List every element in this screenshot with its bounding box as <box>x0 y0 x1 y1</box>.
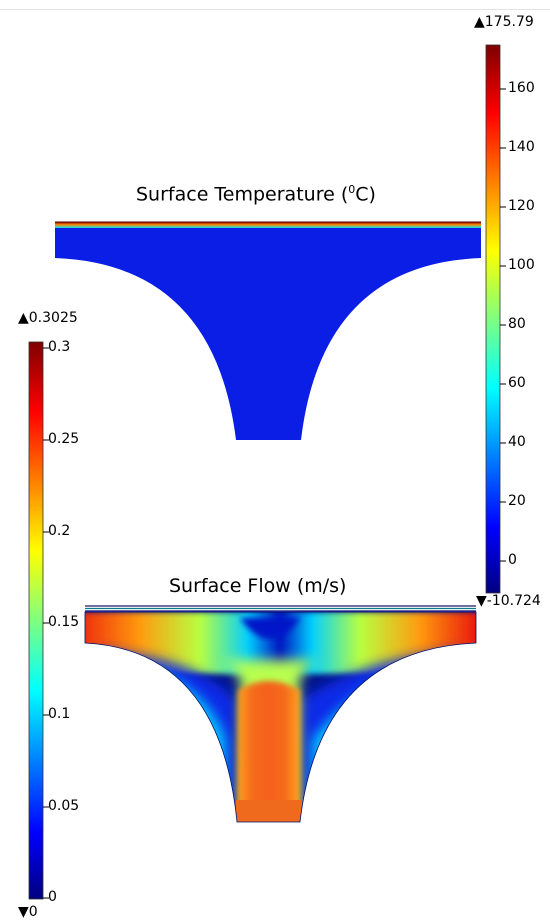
temperature-colorbar-tick-label: 60 <box>508 375 526 391</box>
flow-colorbar <box>28 341 44 900</box>
temperature-colorbar-tick-label: 40 <box>508 434 526 450</box>
temperature-colorbar-max-label: ▲175.79 <box>474 14 534 30</box>
flow-colorbar-tick-label: 0 <box>48 889 57 905</box>
heated-surface-layer <box>55 222 481 228</box>
flow-colorbar-tick-label: 0.15 <box>48 614 80 630</box>
temperature-colorbar-tick-label: 0 <box>508 552 517 568</box>
flow-colorbar-tick-label: 0.1 <box>48 706 71 722</box>
temperature-colorbar-min-label: ▼-10.724 <box>476 593 541 609</box>
temperature-domain <box>55 221 481 440</box>
top-divider <box>0 9 550 10</box>
temperature-colorbar-tick-label: 120 <box>508 198 535 214</box>
temperature-colorbar-ticks <box>500 88 506 562</box>
flow-top-boundary-lines <box>85 605 476 612</box>
flow-colorbar-ticks <box>43 347 49 899</box>
flow-colorbar-tick-label: 0.3 <box>48 339 71 355</box>
temperature-colorbar-tick-label: 20 <box>508 493 526 509</box>
temperature-colorbar-tick-label: 140 <box>508 139 535 155</box>
flow-colorbar-max-label: ▲0.3025 <box>18 310 78 326</box>
temperature-colorbar-tick-label: 160 <box>508 80 535 96</box>
flow-colorbar-tick-label: 0.25 <box>48 431 80 447</box>
flow-colorbar-tick-label: 0.2 <box>48 523 71 539</box>
flow-colorbar-tick-label: 0.05 <box>48 798 80 814</box>
temperature-colorbar-tick-label: 80 <box>508 316 526 332</box>
temperature-colorbar-tick-label: 100 <box>508 257 535 273</box>
flow-plot-title: Surface Flow (m/s) <box>169 575 347 597</box>
temperature-colorbar <box>485 44 501 594</box>
flow-domain <box>84 605 477 823</box>
temperature-plot-title: Surface Temperature (0C) <box>136 183 376 206</box>
flow-colorbar-min-label: ▼0 <box>18 904 38 920</box>
